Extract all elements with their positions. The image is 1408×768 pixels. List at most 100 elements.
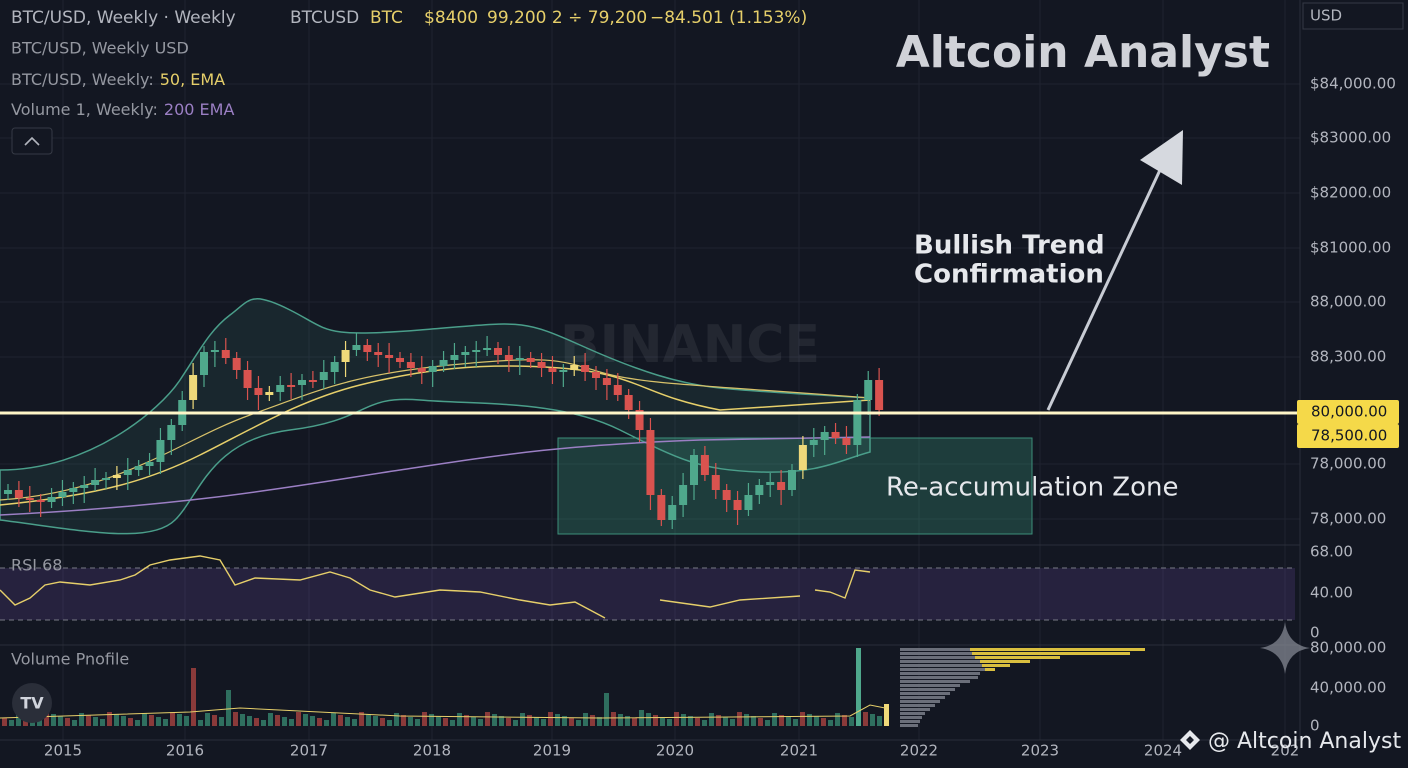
volume-bar	[877, 716, 882, 726]
volume-bar	[534, 717, 539, 726]
unit-box	[1302, 2, 1404, 30]
candle	[221, 350, 230, 358]
legend-name: BTC/USD, Weekly:	[11, 70, 154, 89]
volume-bar	[51, 714, 56, 726]
axis-bg	[1300, 0, 1408, 768]
profile-bar	[900, 696, 945, 699]
volume-bar	[786, 717, 791, 726]
volume-axis-label: 0	[1310, 717, 1320, 735]
candle	[526, 358, 535, 362]
price-badge-label: 80,000.00	[1311, 403, 1387, 421]
volume-bar	[653, 715, 658, 726]
volume-bar	[345, 717, 350, 726]
profile-bar	[900, 708, 930, 711]
volume-bar	[296, 712, 301, 726]
volume-bar	[303, 714, 308, 726]
volume-bar	[226, 690, 231, 726]
volume-bar	[604, 693, 609, 726]
trend-label: Bullish Trend	[914, 231, 1105, 261]
volume-bar	[317, 718, 322, 726]
candle	[602, 378, 611, 385]
candle	[123, 470, 132, 475]
volume-bar	[212, 715, 217, 726]
price-label: 88,300.00	[1310, 348, 1386, 366]
volume-bar	[408, 717, 413, 726]
candle	[439, 360, 448, 366]
candle	[25, 498, 34, 500]
header: BTC/USD, Weekly · Weekly BTCUSD BTC $840…	[11, 8, 807, 28]
volume-bar	[79, 713, 84, 726]
candle	[853, 400, 862, 445]
candle	[461, 352, 470, 355]
candle	[733, 500, 742, 510]
price-badge-label: 78,500.00	[1311, 427, 1387, 445]
candle	[14, 490, 23, 498]
time-label: 2016	[166, 742, 204, 760]
volume-bar	[870, 714, 875, 726]
candle	[537, 362, 546, 368]
profile-bar	[900, 648, 970, 651]
candle	[483, 348, 492, 350]
volume-bar	[373, 716, 378, 726]
volume-bar	[37, 719, 42, 726]
volume-bar	[149, 715, 154, 726]
volume-bar	[492, 714, 497, 726]
volume-bar	[415, 719, 420, 726]
price-badge	[1297, 400, 1399, 424]
volume-bar	[142, 713, 147, 726]
profile-bar	[900, 716, 922, 719]
ema-200	[0, 436, 871, 516]
volume-axis-label: 80,000.00	[1310, 639, 1386, 657]
volume-bar	[611, 712, 616, 726]
price-label: $82000.00	[1310, 184, 1391, 202]
arrow-head	[1140, 130, 1183, 185]
candle	[450, 355, 459, 360]
volume-bar	[548, 712, 553, 726]
volume-bar	[702, 720, 707, 726]
time-label: 2017	[290, 742, 328, 760]
time-label: 2022	[900, 742, 938, 760]
volume-bar	[464, 715, 469, 726]
candle	[777, 482, 786, 490]
grid	[0, 0, 1300, 740]
volume-bar	[359, 712, 364, 726]
candle	[145, 462, 154, 466]
volume-ma	[0, 704, 886, 719]
price-label: $84,000.00	[1310, 75, 1396, 93]
volume-bar	[16, 713, 21, 726]
legend-line: BTC/USD, Weekly: 50, EMA	[11, 70, 225, 89]
volume-bar	[863, 712, 868, 726]
bollinger-band	[0, 298, 871, 535]
profile-bar	[900, 676, 978, 679]
time-label: 2024	[1144, 742, 1182, 760]
volume-bar	[9, 720, 14, 726]
profile-bar	[900, 704, 935, 707]
watermark: Altcoin Analyst	[896, 27, 1270, 78]
candle	[766, 482, 775, 485]
price-label: 78,000.00	[1310, 510, 1386, 528]
candle	[711, 475, 720, 490]
time-axis: 2015 2016 2017 2018 2019 2020 2021 2022 2023 2024…	[0, 739, 1300, 760]
candle	[319, 372, 328, 380]
time-label: 2019	[533, 742, 571, 760]
volume-bar	[667, 719, 672, 726]
symbol: BTC/USD, Weekly · Weekly	[11, 8, 236, 28]
candle	[700, 455, 709, 475]
volume-bar	[191, 668, 196, 726]
candle	[47, 497, 56, 502]
volume-bar	[156, 717, 161, 726]
volume-bar	[758, 718, 763, 726]
volume-bar	[541, 719, 546, 726]
collapse-button[interactable]	[11, 127, 53, 155]
candle	[679, 485, 688, 505]
volume-bar	[387, 720, 392, 726]
volume-bar	[2, 718, 7, 726]
rsi-panel: RSI 68	[0, 544, 1300, 621]
legend-value: 200 EMA	[164, 100, 235, 119]
candle	[744, 495, 753, 510]
candle	[254, 388, 263, 395]
volume-bar	[562, 716, 567, 726]
volume-bar	[58, 716, 63, 726]
